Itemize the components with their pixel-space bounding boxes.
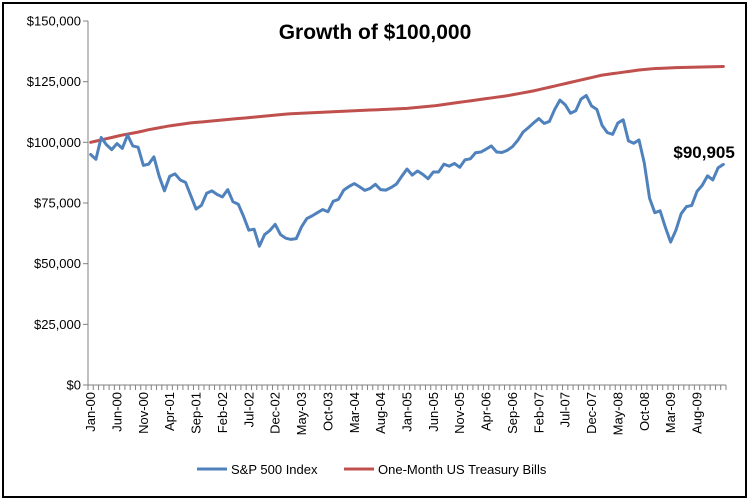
x-tick-label: May-03 [294, 392, 309, 435]
x-tick-label: Mar-04 [347, 392, 362, 433]
y-axis-ticks: $0 $25,000 $50,000 $75,000 $100,000 $125,000 $… [27, 14, 88, 393]
legend-label-s-p-500-index: S&P 500 Index [231, 462, 318, 477]
x-tick-label: Sep-01 [189, 392, 204, 434]
x-tick-label: Sep-06 [505, 392, 520, 434]
y-tick-label: $100,000 [27, 135, 81, 150]
x-tick-label: Jul-02 [241, 392, 256, 427]
series-line-one-month-us-treasury-bills [89, 65, 725, 144]
x-tick-label: Aug-09 [690, 392, 705, 434]
line-chart: Growth of $100,000 $0 $25,000 $50,000 $75,0… [27, 14, 735, 478]
series-line-s-p-500-index [89, 94, 725, 248]
x-tick-label: Dec-07 [584, 392, 599, 434]
y-tick-label: $0 [67, 378, 81, 393]
chart-title: Growth of $100,000 [279, 21, 472, 44]
x-tick-label: Oct-08 [637, 392, 652, 431]
x-tick-label: Nov-00 [136, 392, 151, 434]
x-tick-label: Jun-00 [110, 392, 125, 432]
legend: S&P 500 Index One-Month US Treasury Bills [197, 462, 547, 477]
x-tick-label: Feb-07 [531, 392, 546, 433]
series-layer [89, 65, 725, 248]
x-tick-label: Apr-01 [162, 392, 177, 431]
x-axis-ticks: Jan-00 Jun-00 Nov-00 Apr-01 Sep-01 Feb-02 Jul-… [83, 385, 727, 435]
x-tick-label: Jun-05 [426, 392, 441, 432]
last-value-annotation: $90,905 [673, 143, 734, 162]
x-tick-label: Jul-07 [558, 392, 573, 427]
y-tick-label: $75,000 [34, 196, 81, 211]
x-tick-label: Apr-06 [479, 392, 494, 431]
x-tick-label: Jan-00 [83, 392, 98, 432]
x-tick-label: May-08 [610, 392, 625, 435]
y-tick-label: $150,000 [27, 14, 81, 29]
y-tick-label: $125,000 [27, 74, 81, 89]
x-tick-label: Oct-03 [320, 392, 335, 431]
x-tick-label: Aug-04 [373, 392, 388, 434]
x-tick-label: Feb-02 [215, 392, 230, 433]
x-tick-label: Jan-05 [400, 392, 415, 432]
y-tick-label: $50,000 [34, 256, 81, 271]
x-tick-label: Dec-02 [268, 392, 283, 434]
x-tick-label: Nov-05 [452, 392, 467, 434]
legend-label-one-month-us-treasury-bills: One-Month US Treasury Bills [378, 462, 547, 477]
y-tick-label: $25,000 [34, 317, 81, 332]
x-tick-label: Mar-09 [663, 392, 678, 433]
